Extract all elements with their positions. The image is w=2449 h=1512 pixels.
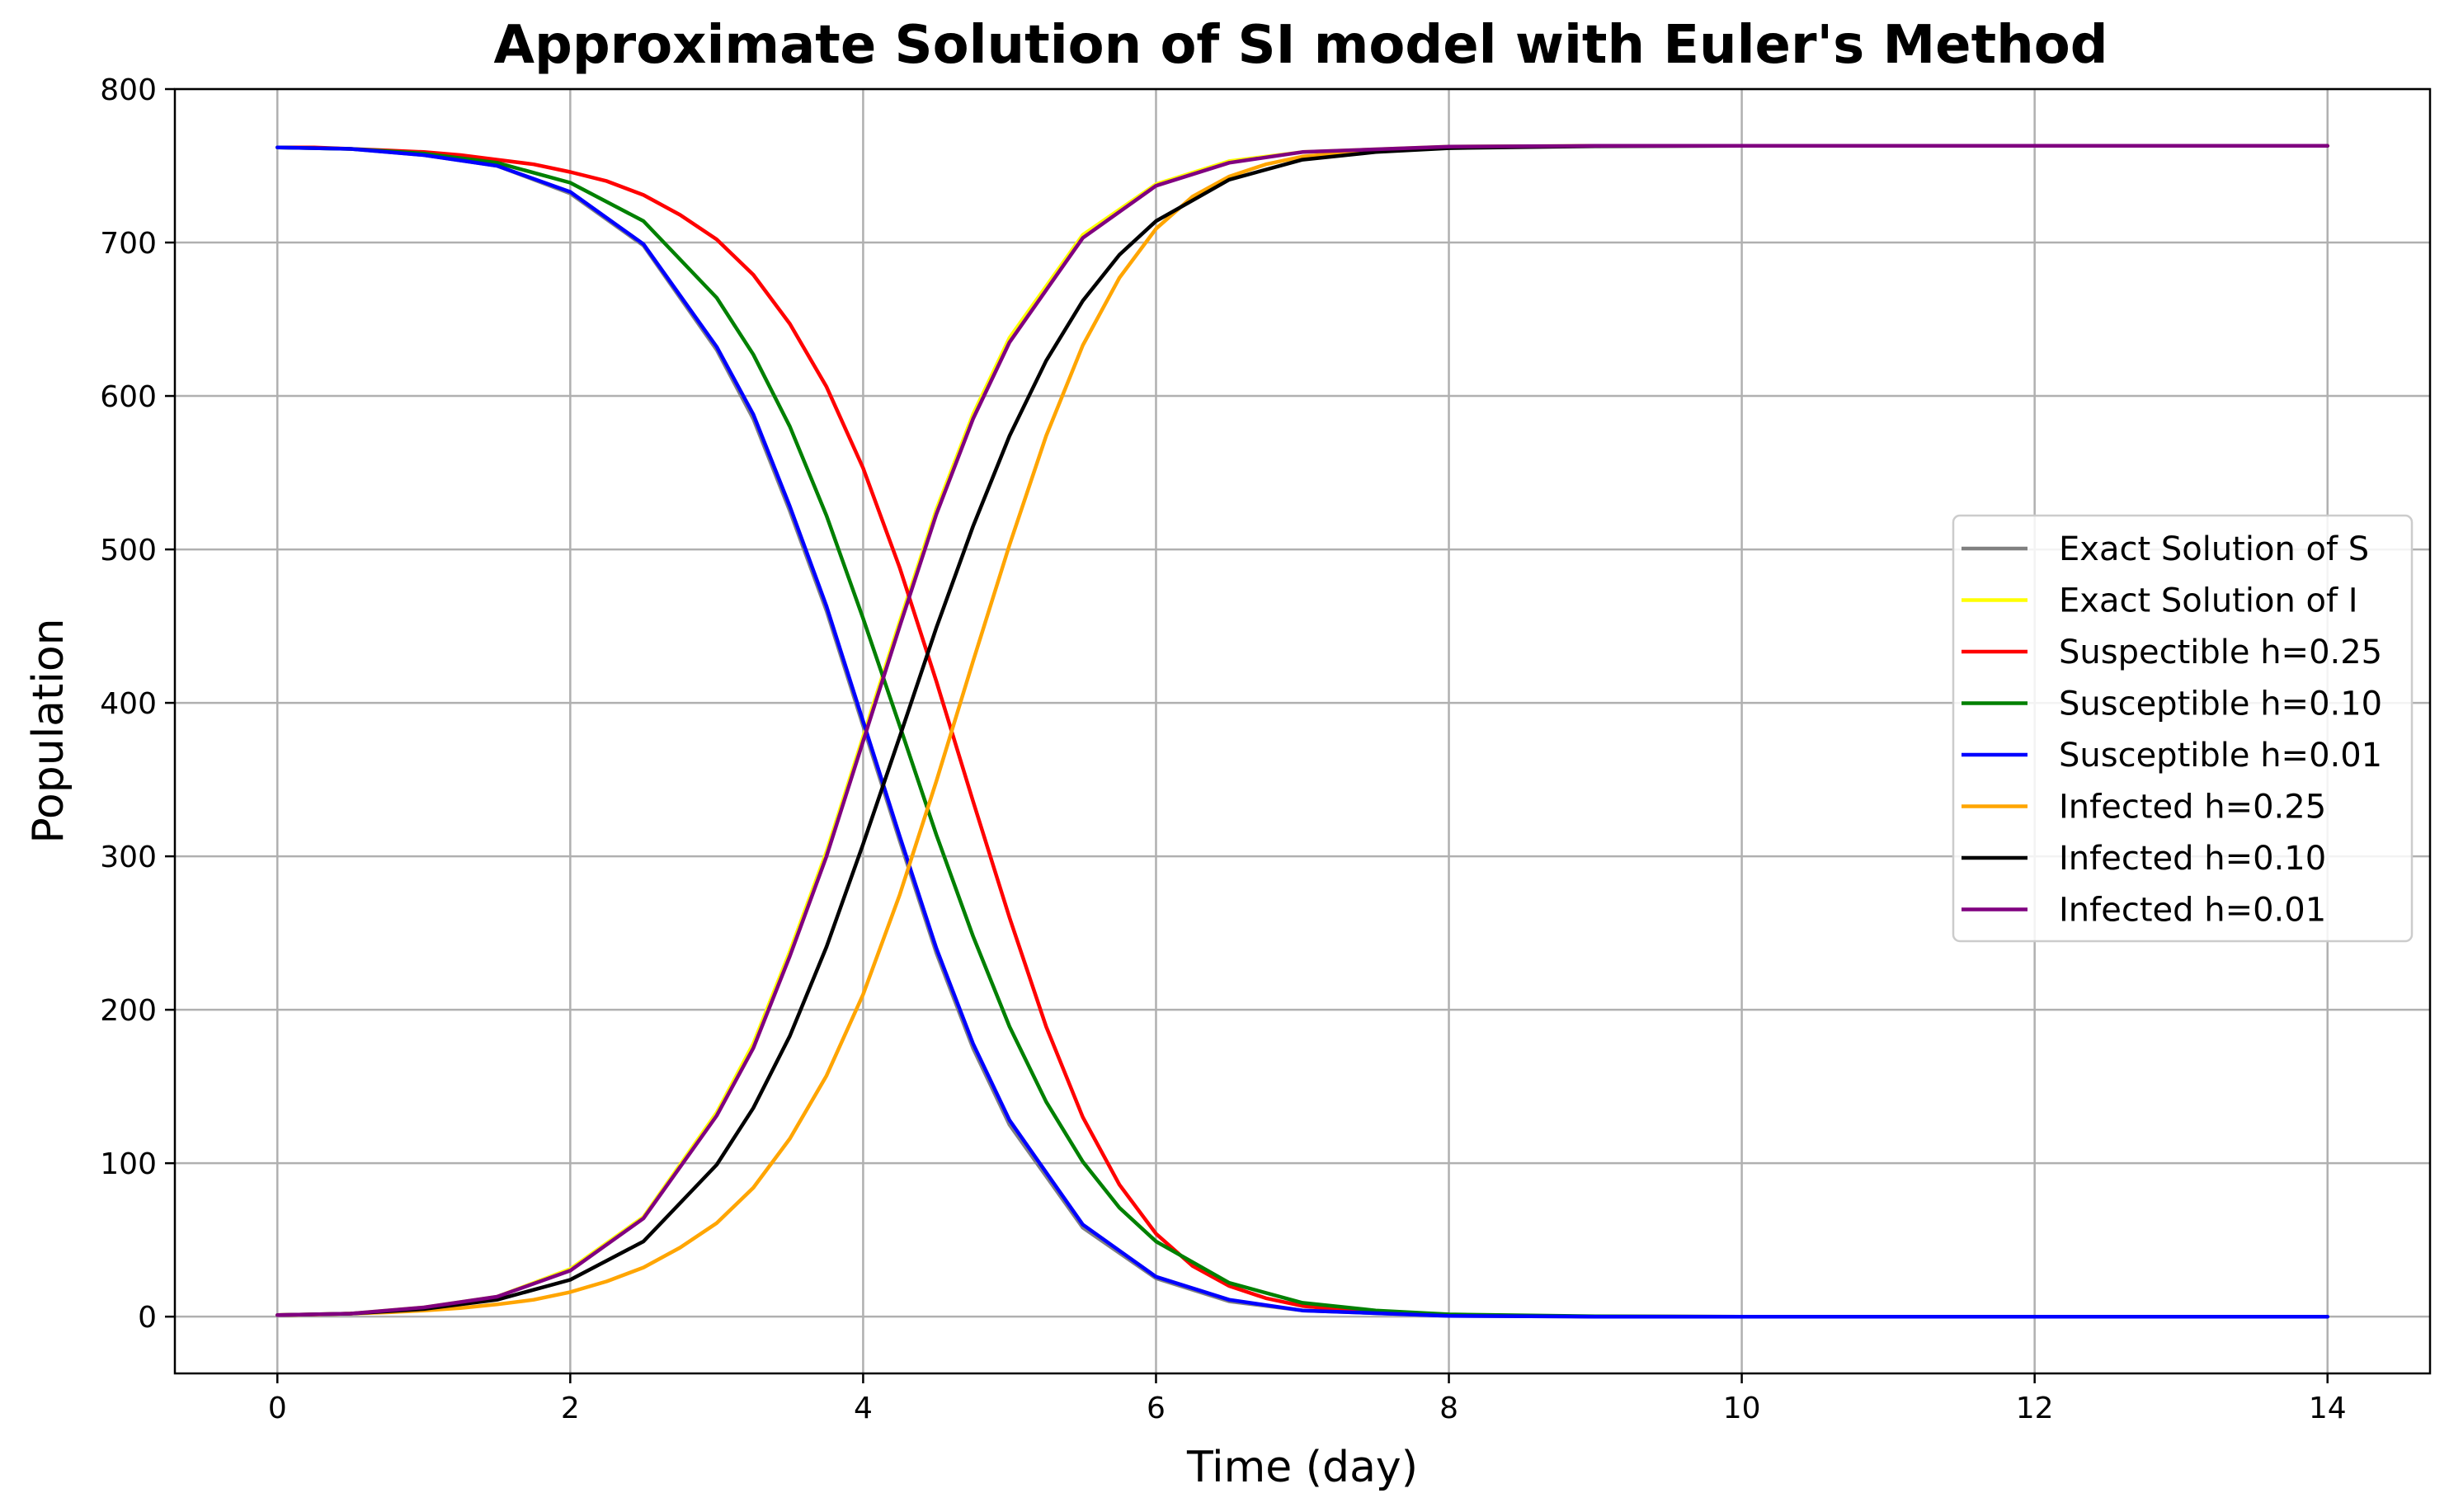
y-axis-label: Population [24,618,73,843]
series-line-7 [276,144,2329,1317]
legend-label: Susceptible h=0.01 [2059,737,2382,775]
y-tick-label: 800 [100,73,157,107]
legend: Exact Solution of S Exact Solution of I Su… [1952,514,2414,943]
y-tick-label: 0 [138,1301,157,1335]
series-line-3 [276,145,2329,1319]
x-tick-label: 6 [1147,1392,1166,1425]
x-axis-label: Time (day) [1186,1443,1418,1492]
y-tick-label: 300 [100,841,157,874]
plot-area-frame [173,87,2432,1375]
y-tick-label: 200 [100,994,157,1028]
y-tick-label: 500 [100,534,157,568]
series-lines [276,144,2329,1319]
series-line-8 [276,144,2329,1317]
grid-lines [175,87,2430,1373]
x-tick-label: 2 [561,1392,580,1425]
x-tick-label: 10 [1723,1392,1761,1425]
x-tick-label: 12 [2016,1392,2054,1425]
axis-ticks: 0 2 4 6 8 10 12 14 0 100 200 300 400 500 600 700 800 [100,73,2346,1425]
x-tick-label: 4 [854,1392,873,1425]
legend-box [1952,514,2414,943]
chart-title: Approximate Solution of SI model with Eu… [493,15,2108,76]
legend-label: Infected h=0.01 [2059,892,2326,930]
x-tick-label: 14 [2309,1392,2347,1425]
legend-label: Susceptible h=0.10 [2059,685,2382,723]
series-line-6 [276,144,2329,1317]
series-line-4 [276,145,2329,1319]
series-line-5 [276,145,2329,1319]
y-tick-label: 700 [100,227,157,261]
legend-label: Exact Solution of S [2059,530,2369,568]
legend-label: Exact Solution of I [2059,582,2358,620]
y-tick-label: 100 [100,1147,157,1181]
legend-items: Exact Solution of S Exact Solution of I Su… [1962,530,2382,930]
y-tick-label: 600 [100,380,157,414]
legend-label: Infected h=0.10 [2059,840,2326,878]
y-tick-label: 400 [100,687,157,721]
x-tick-label: 8 [1439,1392,1458,1425]
legend-label: Infected h=0.25 [2059,789,2326,827]
legend-label: Suspectible h=0.25 [2059,634,2382,671]
x-tick-label: 0 [268,1392,287,1425]
